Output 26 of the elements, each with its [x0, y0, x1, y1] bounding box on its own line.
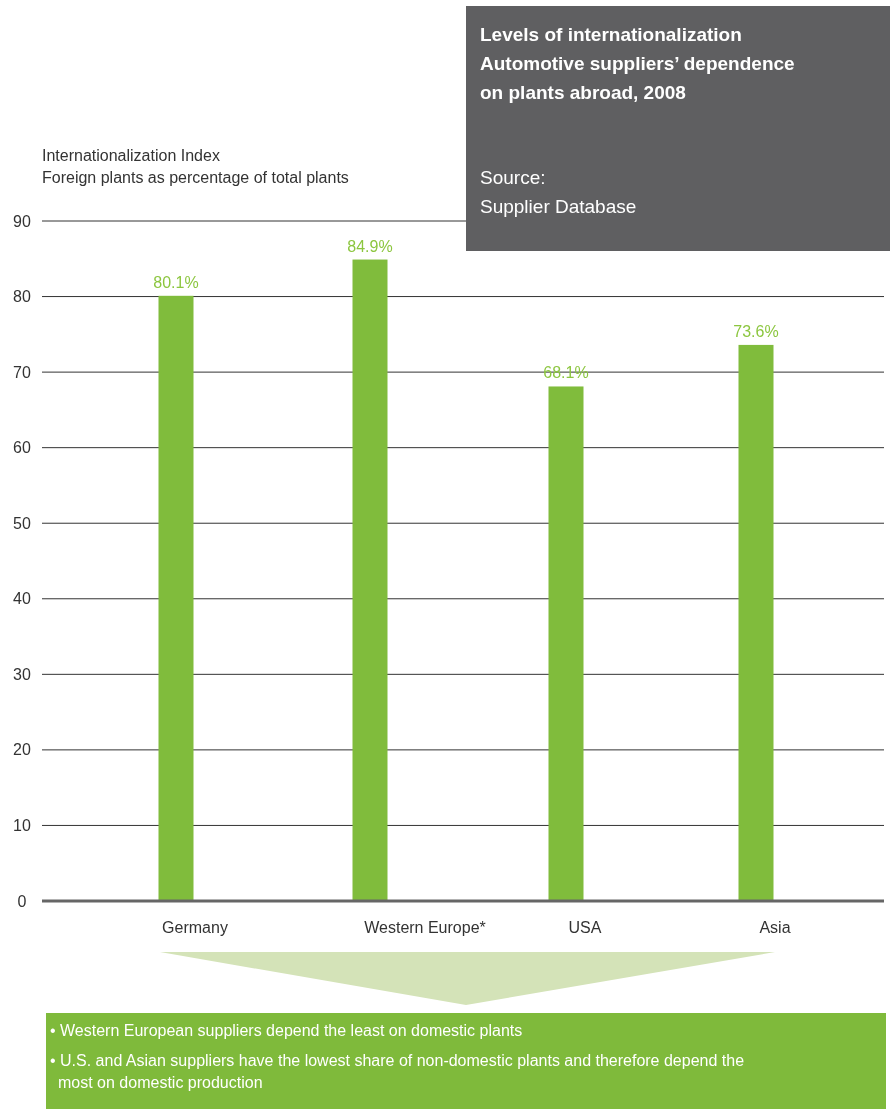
- x-tick-label: Asia: [759, 919, 791, 936]
- y-tick-label: 30: [13, 665, 31, 683]
- y-tick-label: 80: [13, 288, 31, 306]
- y-tick-label: 10: [13, 817, 31, 835]
- y-tick-label: 0: [17, 892, 27, 910]
- x-tick-label: Western Europe*: [364, 919, 486, 936]
- bar: [158, 295, 194, 901]
- chart-subtitle: Automotive suppliers’ dependence on plants abroad, 2008: [480, 53, 795, 103]
- y-axis-title: Internationalization Index Foreign plants as percentage of total plants: [42, 147, 349, 186]
- bar: [352, 259, 388, 901]
- data-label: 80.1%: [153, 273, 199, 291]
- data-label: 73.6%: [733, 322, 779, 340]
- y-tick-label: 60: [13, 439, 31, 457]
- source-note: Source: Supplier Database: [480, 167, 637, 217]
- y-tick-label: 40: [13, 590, 31, 608]
- x-tick-label: Germany: [162, 919, 228, 936]
- data-label: 84.9%: [347, 237, 393, 255]
- y-tick-label: 50: [13, 514, 31, 532]
- y-tick-label: 70: [13, 363, 31, 381]
- chart-title: Levels of internationalization: [480, 24, 742, 45]
- bar: [738, 344, 774, 901]
- text: • U.S. and Asian suppliers have the lowest share of non-domestic plants and therefore depend the most on domestic production: [50, 1052, 745, 1091]
- text: • Western European suppliers depend the least on domestic plants: [50, 1022, 523, 1039]
- y-tick-label: 90: [13, 212, 31, 230]
- x-tick-label: USA: [568, 919, 602, 936]
- y-tick-label: 20: [13, 741, 31, 759]
